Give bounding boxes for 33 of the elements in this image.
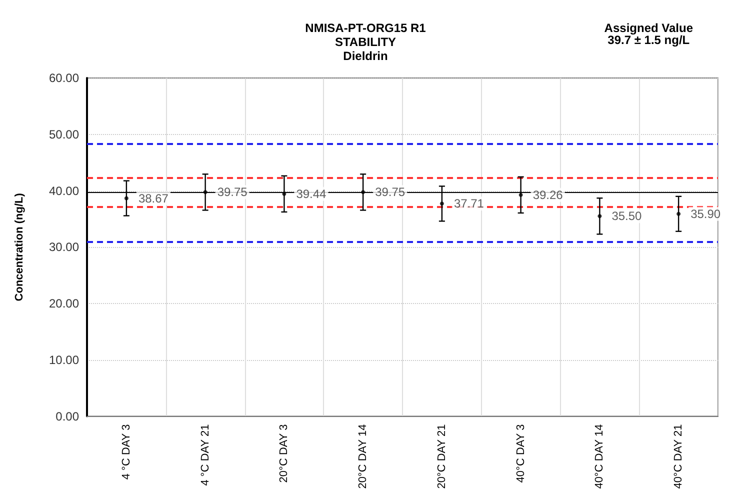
data-label: 39.75: [375, 185, 406, 200]
y-tick-label: 0.00: [56, 409, 80, 424]
data-label: 35.50: [612, 209, 642, 224]
x-tick-label: 4 °C DAY 3: [120, 424, 132, 480]
x-tick-label: 40°C DAY 3: [514, 424, 527, 483]
point: [124, 196, 128, 200]
y-tick-label: 40.00: [48, 184, 80, 198]
y-tick-label: 20.00: [48, 296, 80, 311]
point: [203, 190, 208, 194]
chart-title: NMISA-PT-ORG15 R1 STABILITY Dieldrin: [305, 21, 426, 63]
x-tick-label: 20°C DAY 3: [278, 424, 290, 483]
point: [361, 190, 366, 194]
x-tick-label: 4 °C DAY 21: [199, 424, 212, 486]
point: [518, 192, 523, 197]
x-tick-label: 20°C DAY 21: [436, 424, 448, 489]
y-tick-label: 60.00: [48, 71, 80, 85]
data-label: 39.75: [217, 185, 248, 200]
text: Assigned Value 39.7 ± 1.5 ng/L: [604, 21, 694, 47]
data-label: 35.90: [690, 206, 721, 221]
y-tick-label: 50.00: [48, 127, 80, 142]
point: [676, 212, 681, 216]
y-tick-label: 30.00: [48, 240, 80, 254]
y-axis-title: Concentration (ng/L): [14, 192, 26, 302]
x-tick-label: 40°C DAY 14: [594, 424, 606, 489]
y-tick-label: 10.00: [48, 352, 80, 367]
x-tick-label: 40°C DAY 21: [672, 424, 685, 489]
point: [440, 202, 444, 206]
data-label: 39.44: [296, 186, 327, 201]
data-label: 38.67: [138, 191, 169, 206]
data-label: 39.26: [532, 188, 564, 202]
data-label: 37.71: [454, 196, 484, 211]
point: [598, 214, 602, 218]
x-tick-label: 20°C DAY 14: [357, 424, 370, 489]
